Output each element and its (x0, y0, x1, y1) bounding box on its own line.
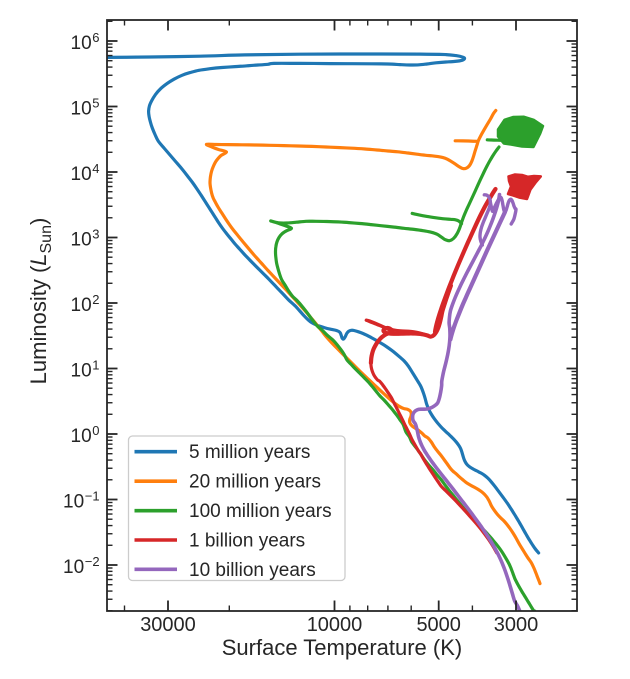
svg-text:10: 10 (71, 164, 92, 185)
svg-text:10: 10 (63, 492, 84, 513)
svg-text:1 billion years: 1 billion years (189, 531, 305, 552)
svg-text:5 million years: 5 million years (189, 442, 310, 463)
svg-text:6: 6 (92, 30, 99, 45)
svg-text:20 million years: 20 million years (189, 472, 321, 493)
svg-text:100 million years: 100 million years (189, 501, 332, 522)
svg-text:10: 10 (63, 557, 84, 578)
svg-text:30000: 30000 (140, 614, 196, 636)
svg-text:0: 0 (92, 423, 99, 438)
svg-text:−1: −1 (85, 489, 100, 504)
svg-text:10: 10 (71, 295, 92, 316)
svg-text:10000: 10000 (307, 614, 363, 636)
svg-text:10: 10 (71, 426, 92, 447)
svg-text:−2: −2 (85, 554, 100, 569)
svg-text:3000: 3000 (494, 614, 539, 636)
svg-text:10: 10 (71, 99, 92, 120)
svg-text:10 billion years: 10 billion years (189, 560, 316, 581)
svg-text:2: 2 (92, 292, 99, 307)
svg-text:10: 10 (71, 33, 92, 54)
svg-text:5000: 5000 (416, 614, 461, 636)
svg-text:5: 5 (92, 96, 99, 111)
svg-text:10: 10 (71, 230, 92, 251)
svg-text:1: 1 (92, 358, 99, 373)
svg-text:10: 10 (71, 361, 92, 382)
svg-text:3: 3 (92, 227, 99, 242)
svg-text:4: 4 (92, 161, 99, 176)
svg-text:Surface Temperature (K): Surface Temperature (K) (222, 635, 462, 660)
